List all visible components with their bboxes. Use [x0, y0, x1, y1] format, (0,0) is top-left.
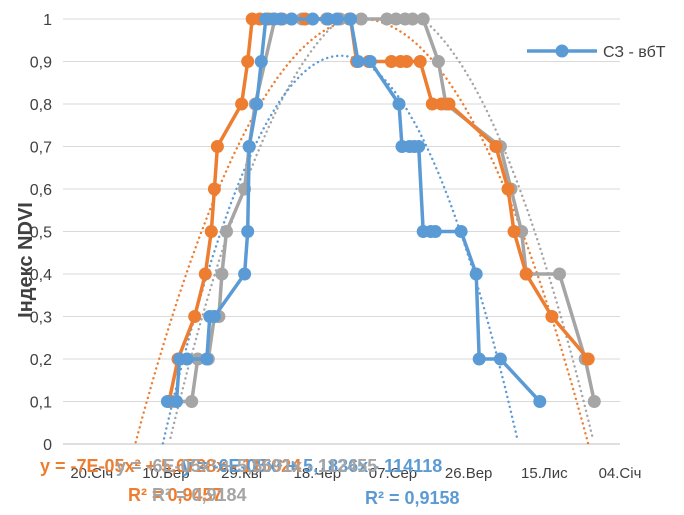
data-point [393, 98, 406, 111]
data-point [208, 183, 221, 196]
y-axis-label: Індекс NDVI [15, 202, 37, 318]
data-point [208, 310, 221, 323]
data-point [533, 395, 546, 408]
data-point [220, 225, 233, 238]
data-point [205, 225, 218, 238]
data-point [588, 395, 601, 408]
series-layer [161, 13, 601, 409]
data-point [285, 13, 298, 26]
regression-annotation: R² = 0,9184 [152, 485, 247, 505]
y-tick-label: 0,6 [30, 182, 52, 199]
data-point [250, 98, 263, 111]
y-tick-label: 0 [43, 437, 52, 454]
data-point [188, 310, 201, 323]
regression-annotation: R² = 0,9158 [365, 488, 460, 508]
data-point [545, 310, 558, 323]
data-point [185, 395, 198, 408]
data-point [200, 353, 213, 366]
data-point [582, 353, 595, 366]
data-point [241, 225, 254, 238]
data-point [400, 55, 413, 68]
data-point [241, 55, 254, 68]
data-point [429, 225, 442, 238]
legend: СЗ - вбТ [527, 44, 666, 61]
y-tick-label: 0,9 [30, 55, 52, 72]
data-point [553, 268, 566, 281]
data-point [455, 225, 468, 238]
data-point [470, 268, 483, 281]
data-point [255, 55, 268, 68]
data-point [238, 268, 251, 281]
data-point [211, 140, 224, 153]
data-point [199, 268, 212, 281]
y-tick-label: 1 [43, 12, 52, 29]
data-point [235, 98, 248, 111]
trendline [171, 20, 593, 439]
trendline [163, 56, 517, 444]
data-point [520, 268, 533, 281]
x-tick-label: 04.Січ [599, 465, 642, 482]
data-point [181, 353, 194, 366]
data-point [489, 140, 502, 153]
data-point [306, 13, 319, 26]
data-point [443, 98, 456, 111]
data-point [417, 13, 430, 26]
series-line [167, 19, 539, 402]
legend-entry-label: СЗ - вбТ [603, 44, 666, 61]
data-point [412, 140, 425, 153]
series-line [172, 19, 594, 402]
data-point [243, 140, 256, 153]
y-tick-label: 0,7 [30, 140, 52, 157]
y-tick-label: 0,1 [30, 395, 52, 412]
data-point [494, 353, 507, 366]
data-point [352, 55, 365, 68]
legend-marker [556, 45, 569, 58]
data-point [331, 13, 344, 26]
data-point [170, 395, 183, 408]
data-point [364, 55, 377, 68]
series-2 [166, 13, 601, 409]
data-point [432, 55, 445, 68]
y-tick-label: 0,2 [30, 352, 52, 369]
data-point [508, 225, 521, 238]
x-tick-label: 26.Вер [445, 465, 493, 482]
data-point [344, 13, 357, 26]
x-tick-label: 15.Лис [521, 465, 568, 482]
grid-layer [63, 19, 620, 402]
data-point [502, 183, 515, 196]
data-point [414, 55, 427, 68]
data-point [215, 268, 228, 281]
data-point [473, 353, 486, 366]
y-tick-label: 0,8 [30, 97, 52, 114]
series-0 [161, 13, 546, 409]
regression-annotation: y = -6E-05x² + 5,5691x - 112455 [116, 456, 377, 476]
